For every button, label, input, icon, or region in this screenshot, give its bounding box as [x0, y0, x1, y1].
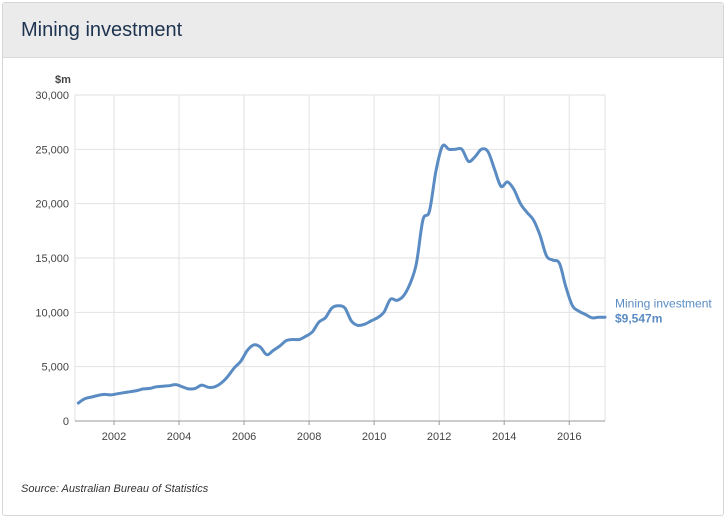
x-tick-label: 2008: [297, 431, 321, 443]
y-tick-label: 5,000: [41, 362, 69, 374]
line-chart: 0 5,000 10,000 15,000 20,000 25,000 30,000 2002…: [35, 74, 712, 443]
y-tick-label: 15,000: [35, 253, 69, 265]
x-tick-label: 2016: [557, 431, 581, 443]
grid-lines: [74, 94, 606, 422]
series-layer: Mining investment$9,547m: [76, 143, 712, 405]
series-end-value-label: $9,547m: [615, 311, 662, 325]
y-tick-label: 25,000: [35, 144, 69, 156]
series-end-label: Mining investment: [615, 296, 712, 310]
y-tick-label: 30,000: [35, 90, 69, 102]
y-tick-label: 10,000: [35, 307, 69, 319]
series-line-mining-investment: [76, 143, 607, 405]
x-tick-label: 2014: [492, 431, 516, 443]
y-axis-label: $m: [55, 74, 71, 86]
y-tick-label: 0: [63, 416, 69, 428]
x-tick-label: 2004: [167, 431, 191, 443]
card-header: Mining investment: [3, 3, 723, 58]
x-tick-label: 2012: [427, 431, 451, 443]
x-tick-label: 2006: [232, 431, 256, 443]
x-tick-label: 2002: [102, 431, 126, 443]
axes: 0 5,000 10,000 15,000 20,000 25,000 30,000 2002…: [35, 90, 605, 443]
x-tick-label: 2010: [362, 431, 386, 443]
card-title: Mining investment: [21, 18, 183, 41]
source-note: Source: Australian Bureau of Statistics: [21, 483, 209, 495]
y-tick-label: 20,000: [35, 199, 69, 211]
